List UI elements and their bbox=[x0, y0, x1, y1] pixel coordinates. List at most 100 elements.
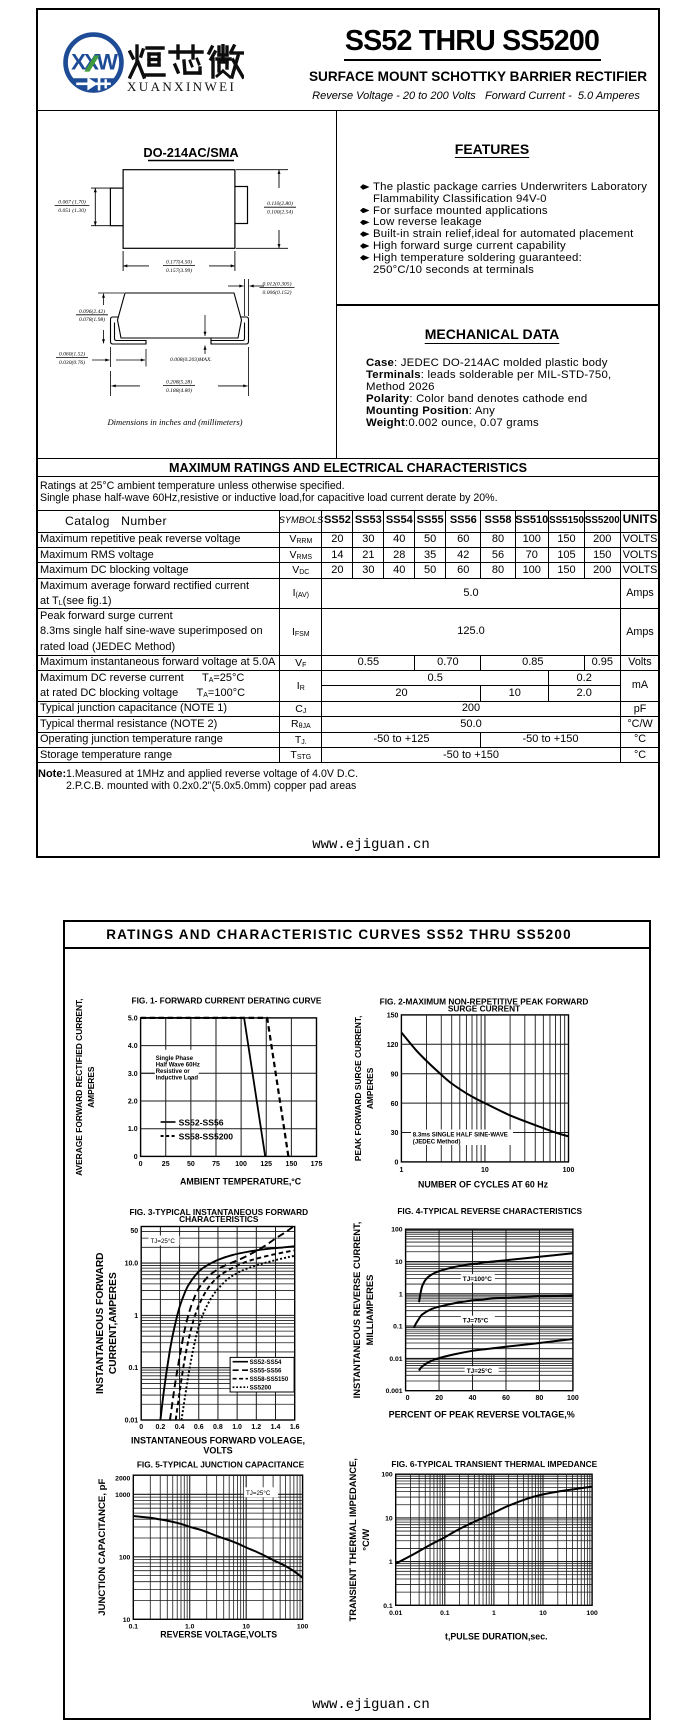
svg-text:0.060(1.52): 0.060(1.52) bbox=[59, 351, 85, 358]
svg-text:25: 25 bbox=[162, 1161, 170, 1168]
svg-text:Dimensions in inches and (mill: Dimensions in inches and (millimeters) bbox=[106, 417, 242, 427]
svg-text:TJ=75°C: TJ=75°C bbox=[463, 1317, 489, 1325]
svg-text:100: 100 bbox=[567, 1395, 579, 1402]
svg-text:SS52-SS56: SS52-SS56 bbox=[179, 1118, 224, 1128]
svg-text:SS58-SS5200: SS58-SS5200 bbox=[179, 1132, 234, 1142]
svg-text:0.110(2.80): 0.110(2.80) bbox=[267, 200, 293, 207]
svg-text:JUNCTION CAPACITANCE, pF: JUNCTION CAPACITANCE, pF bbox=[97, 1478, 108, 1615]
svg-text:Resistive or: Resistive or bbox=[156, 1069, 191, 1075]
svg-text:SS52-SS54: SS52-SS54 bbox=[250, 1359, 282, 1366]
svg-text:1: 1 bbox=[389, 1559, 393, 1566]
svg-text:8.3ms SINGLE HALF SINE-WAVE: 8.3ms SINGLE HALF SINE-WAVE bbox=[413, 1131, 508, 1138]
svg-text:0.8: 0.8 bbox=[213, 1424, 223, 1431]
svg-text:0.4: 0.4 bbox=[175, 1424, 185, 1431]
svg-text:150: 150 bbox=[387, 1013, 399, 1020]
svg-text:4.0: 4.0 bbox=[128, 1043, 138, 1050]
svg-text:0.001: 0.001 bbox=[386, 1388, 403, 1395]
svg-text:FIG. 3-TYPICAL INSTANTANEOUS F: FIG. 3-TYPICAL INSTANTANEOUS FORWARD bbox=[129, 1207, 308, 1217]
svg-text:90: 90 bbox=[391, 1071, 399, 1078]
svg-text:0.2: 0.2 bbox=[156, 1424, 166, 1431]
svg-text:10: 10 bbox=[242, 1623, 250, 1630]
svg-text:20: 20 bbox=[435, 1395, 443, 1402]
svg-text:0.008(0.203)MAX.: 0.008(0.203)MAX. bbox=[170, 356, 212, 363]
svg-text:0.030(0.76): 0.030(0.76) bbox=[59, 359, 85, 366]
svg-text:0.01: 0.01 bbox=[125, 1418, 139, 1425]
svg-text:0.1: 0.1 bbox=[440, 1610, 450, 1617]
svg-text:TRANSIENT THERMAL IMPEDANCE,: TRANSIENT THERMAL IMPEDANCE, bbox=[347, 1458, 358, 1621]
svg-text:PERCENT OF PEAK REVERSE VOLTAG: PERCENT OF PEAK REVERSE VOLTAGE,% bbox=[389, 1410, 575, 1420]
svg-text:75: 75 bbox=[212, 1161, 220, 1168]
svg-text:100: 100 bbox=[119, 1554, 131, 1561]
svg-text:CURRENT,AMPERES: CURRENT,AMPERES bbox=[108, 1272, 119, 1374]
svg-text:CHARACTERISTICS: CHARACTERISTICS bbox=[179, 1214, 259, 1224]
svg-text:10: 10 bbox=[385, 1515, 393, 1522]
svg-text:Inductive Load: Inductive Load bbox=[156, 1076, 199, 1082]
svg-text:0.012(0.305): 0.012(0.305) bbox=[263, 281, 292, 288]
svg-text:0: 0 bbox=[139, 1161, 143, 1168]
svg-text:SURGE CURRENT: SURGE CURRENT bbox=[448, 1003, 520, 1013]
svg-text:0.078(1.98): 0.078(1.98) bbox=[79, 316, 105, 323]
svg-text:FIG. 5-TYPICAL JUNCTION CAPACI: FIG. 5-TYPICAL JUNCTION CAPACITANCE bbox=[137, 1459, 305, 1469]
svg-text:100: 100 bbox=[235, 1161, 247, 1168]
svg-text:FIG. 1- FORWARD CURRENT DERATI: FIG. 1- FORWARD CURRENT DERATING CURVE bbox=[132, 996, 322, 1006]
svg-text:REVERSE VOLTAGE,VOLTS: REVERSE VOLTAGE,VOLTS bbox=[160, 1629, 277, 1639]
svg-text:100: 100 bbox=[391, 1227, 403, 1234]
svg-text:2000: 2000 bbox=[115, 1476, 130, 1483]
svg-text:100: 100 bbox=[381, 1472, 393, 1479]
svg-text:1.2: 1.2 bbox=[251, 1424, 261, 1431]
svg-text:0.067 (1.70): 0.067 (1.70) bbox=[58, 199, 86, 206]
svg-text:50: 50 bbox=[187, 1161, 195, 1168]
svg-text:TJ=100°C: TJ=100°C bbox=[463, 1275, 492, 1283]
svg-text:1.0: 1.0 bbox=[185, 1623, 195, 1630]
svg-text:DO-214AC/SMA: DO-214AC/SMA bbox=[143, 145, 238, 160]
svg-text:0.208(5.28): 0.208(5.28) bbox=[166, 379, 192, 386]
svg-text:5.0: 5.0 bbox=[128, 1015, 138, 1022]
svg-text:1.0: 1.0 bbox=[232, 1424, 242, 1431]
svg-text:1000: 1000 bbox=[115, 1492, 130, 1499]
svg-text:°C/W: °C/W bbox=[360, 1529, 371, 1551]
svg-text:100: 100 bbox=[586, 1610, 598, 1617]
svg-text:0: 0 bbox=[394, 1160, 398, 1167]
svg-text:AMPERES: AMPERES bbox=[365, 1067, 375, 1109]
svg-text:AVERAGE FORWARD RECTIFIED CURR: AVERAGE FORWARD RECTIFIED CURRENT, bbox=[74, 998, 84, 1175]
svg-text:0.006(0.152): 0.006(0.152) bbox=[263, 289, 292, 296]
svg-text:50: 50 bbox=[130, 1228, 138, 1235]
svg-text:0: 0 bbox=[134, 1154, 138, 1161]
svg-text:60: 60 bbox=[502, 1395, 510, 1402]
svg-text:10.0: 10.0 bbox=[125, 1261, 139, 1268]
svg-text:PEAK FORWARD SURGE CURRENT,: PEAK FORWARD SURGE CURRENT, bbox=[353, 1016, 363, 1161]
svg-text:1: 1 bbox=[134, 1313, 138, 1320]
svg-text:0: 0 bbox=[406, 1395, 410, 1402]
svg-text:125: 125 bbox=[260, 1161, 272, 1168]
svg-text:0.177(4.50): 0.177(4.50) bbox=[166, 259, 192, 266]
svg-text:0.1: 0.1 bbox=[383, 1603, 393, 1610]
svg-text:0.096(2.42): 0.096(2.42) bbox=[79, 308, 105, 315]
svg-text:XXW: XXW bbox=[71, 50, 119, 75]
svg-text:0: 0 bbox=[139, 1424, 143, 1431]
svg-text:INSTANTANEOUS FORWARD: INSTANTANEOUS FORWARD bbox=[95, 1252, 106, 1394]
svg-text:AMBIENT TEMPERATURE,°C: AMBIENT TEMPERATURE,°C bbox=[180, 1177, 302, 1187]
svg-text:TJ=25°C: TJ=25°C bbox=[151, 1238, 176, 1245]
svg-text:120: 120 bbox=[387, 1042, 399, 1049]
svg-text:1: 1 bbox=[399, 1167, 403, 1174]
svg-text:0.188(4.80): 0.188(4.80) bbox=[166, 387, 192, 394]
svg-text:SS55-SS56: SS55-SS56 bbox=[250, 1368, 282, 1375]
svg-text:FIG. 4-TYPICAL REVERSE CHARACT: FIG. 4-TYPICAL REVERSE CHARACTERISTICS bbox=[397, 1206, 582, 1216]
svg-text:60: 60 bbox=[391, 1101, 399, 1108]
svg-text:10: 10 bbox=[395, 1259, 403, 1266]
svg-text:0.1: 0.1 bbox=[128, 1365, 138, 1372]
svg-text:0.1: 0.1 bbox=[393, 1324, 403, 1331]
svg-text:INSTANTANEOUS REVERSE CURRENT,: INSTANTANEOUS REVERSE CURRENT, bbox=[351, 1222, 362, 1399]
svg-text:0.051 (1.30): 0.051 (1.30) bbox=[58, 207, 86, 214]
svg-text:0.01: 0.01 bbox=[389, 1356, 402, 1363]
svg-text:10: 10 bbox=[123, 1617, 131, 1624]
svg-text:Half Wave 60Hz: Half Wave 60Hz bbox=[156, 1063, 200, 1069]
svg-text:TJ=25°C: TJ=25°C bbox=[246, 1490, 271, 1497]
svg-text:AMPERES: AMPERES bbox=[86, 1066, 96, 1108]
svg-text:VOLTS: VOLTS bbox=[203, 1446, 232, 1456]
svg-text:175: 175 bbox=[311, 1161, 323, 1168]
svg-text:TJ=25°C: TJ=25°C bbox=[467, 1367, 493, 1375]
svg-text:NUMBER OF CYCLES AT 60 Hz: NUMBER OF CYCLES AT 60 Hz bbox=[418, 1179, 549, 1189]
svg-text:30: 30 bbox=[391, 1130, 399, 1137]
svg-text:1.0: 1.0 bbox=[128, 1126, 138, 1133]
